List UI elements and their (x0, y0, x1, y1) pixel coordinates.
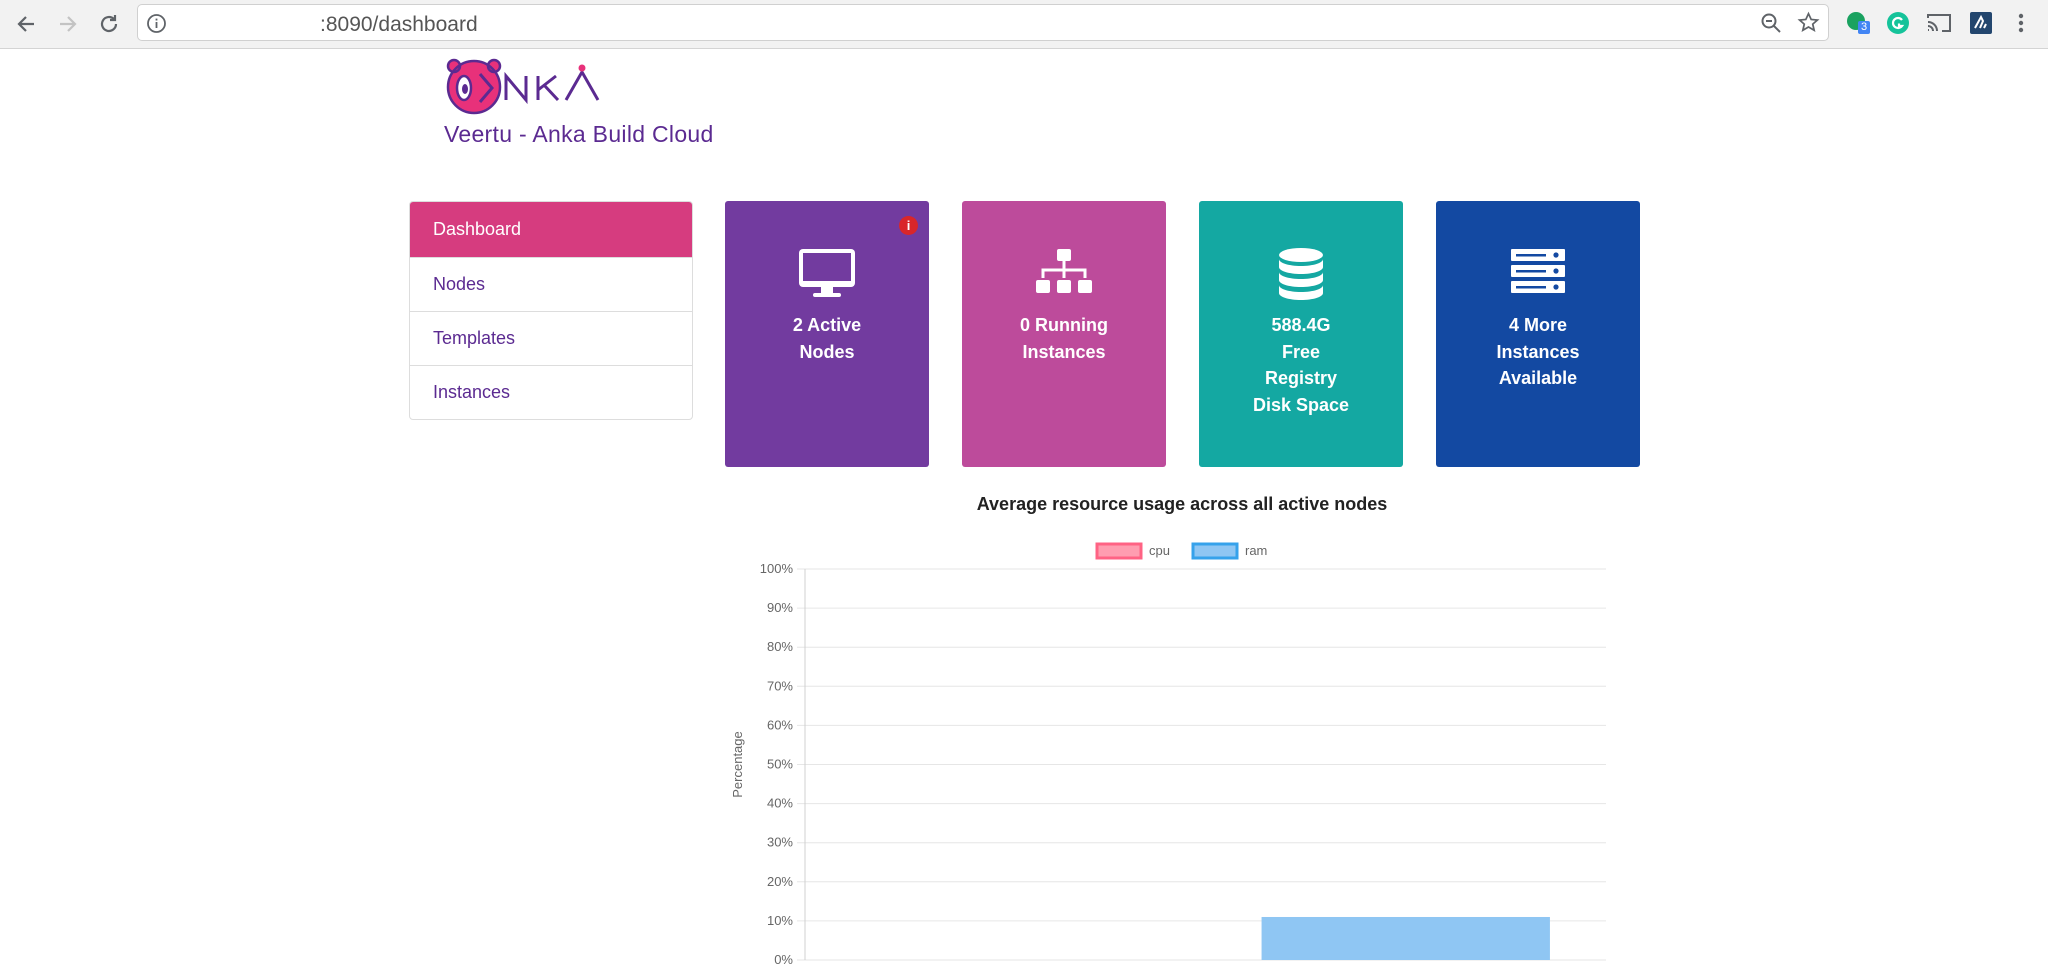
active-nodes-label: 2 Active Nodes (792, 315, 862, 362)
back-button[interactable] (11, 9, 41, 39)
sidebar-item-dashboard[interactable]: Dashboard (410, 202, 692, 257)
sidebar-nav: Dashboard Nodes Templates Instances (409, 201, 693, 420)
forward-arrow-icon (60, 16, 77, 32)
extension-square-icon[interactable] (1966, 8, 1996, 38)
y-tick-label: 50% (767, 757, 793, 772)
running-instances-label: 0 Running Instances (1020, 315, 1108, 362)
forward-button[interactable] (53, 9, 83, 39)
back-arrow-icon (17, 16, 34, 32)
extension-chat-icon[interactable]: 3 (1843, 8, 1873, 38)
sidebar-item-templates[interactable]: Templates (410, 311, 692, 365)
zoom-icon[interactable] (1760, 12, 1782, 34)
cast-icon[interactable] (1924, 8, 1954, 38)
info-badge-icon[interactable]: i (899, 216, 918, 235)
extension-badge: 3 (1858, 21, 1871, 34)
reload-button[interactable] (94, 9, 124, 39)
running-instances-tile[interactable]: 0 Running Instances (962, 201, 1166, 467)
legend-swatch-ram (1191, 542, 1239, 560)
y-tick-label: 60% (767, 717, 793, 732)
y-tick-label: 90% (767, 600, 793, 615)
chart-title: Average resource usage across all active… (976, 494, 1388, 514)
y-tick-label: 80% (767, 639, 793, 654)
available-instances-tile[interactable]: 4 More Instances Available (1436, 201, 1640, 467)
sidebar-item-instances[interactable]: Instances (410, 365, 692, 419)
database-icon (1279, 248, 1323, 300)
registry-disk-space-label: 588.4G Free Registry Disk Space (1252, 315, 1350, 415)
sitemap-icon (1036, 249, 1092, 293)
y-tick-label: 30% (767, 835, 793, 850)
legend-label-cpu: cpu (1149, 543, 1170, 558)
active-nodes-tile[interactable]: i 2 Active Nodes (725, 201, 929, 467)
available-instances-label: 4 More Instances Available (1496, 315, 1580, 388)
legend-swatch-cpu (1095, 542, 1143, 560)
y-tick-label: 10% (767, 913, 793, 928)
sidebar-item-nodes[interactable]: Nodes (410, 257, 692, 311)
site-title: Veertu - Anka Build Cloud (444, 121, 714, 147)
bar-ram (1261, 916, 1550, 960)
grammarly-icon[interactable] (1883, 8, 1913, 38)
y-tick-label: 100% (760, 561, 794, 576)
legend-label-ram: ram (1245, 543, 1267, 558)
url-text[interactable]: :8090/dashboard (320, 13, 478, 36)
reload-icon (100, 15, 118, 33)
resource-usage-chart: 0% 10% 20% 30% 40% 50% 60% 70% 80% 90% 100% Percent… (730, 542, 1606, 966)
y-tick-label: 20% (767, 874, 793, 889)
y-tick-label: 0% (774, 952, 793, 966)
y-axis-label: Percentage (730, 731, 745, 798)
browser-menu-icon[interactable] (2006, 8, 2036, 38)
bookmark-star-icon[interactable] (1797, 11, 1820, 34)
site-info-icon[interactable] (146, 13, 167, 34)
address-bar[interactable]: :8090/dashboard (137, 4, 1829, 41)
registry-disk-space-tile[interactable]: 588.4G Free Registry Disk Space (1199, 201, 1403, 467)
y-tick-label: 70% (767, 678, 793, 693)
server-icon (1511, 249, 1565, 293)
browser-toolbar: :8090/dashboard 3 (0, 0, 2048, 49)
y-tick-label: 40% (767, 796, 793, 811)
anka-logo[interactable] (440, 54, 610, 120)
monitor-icon (799, 249, 855, 297)
